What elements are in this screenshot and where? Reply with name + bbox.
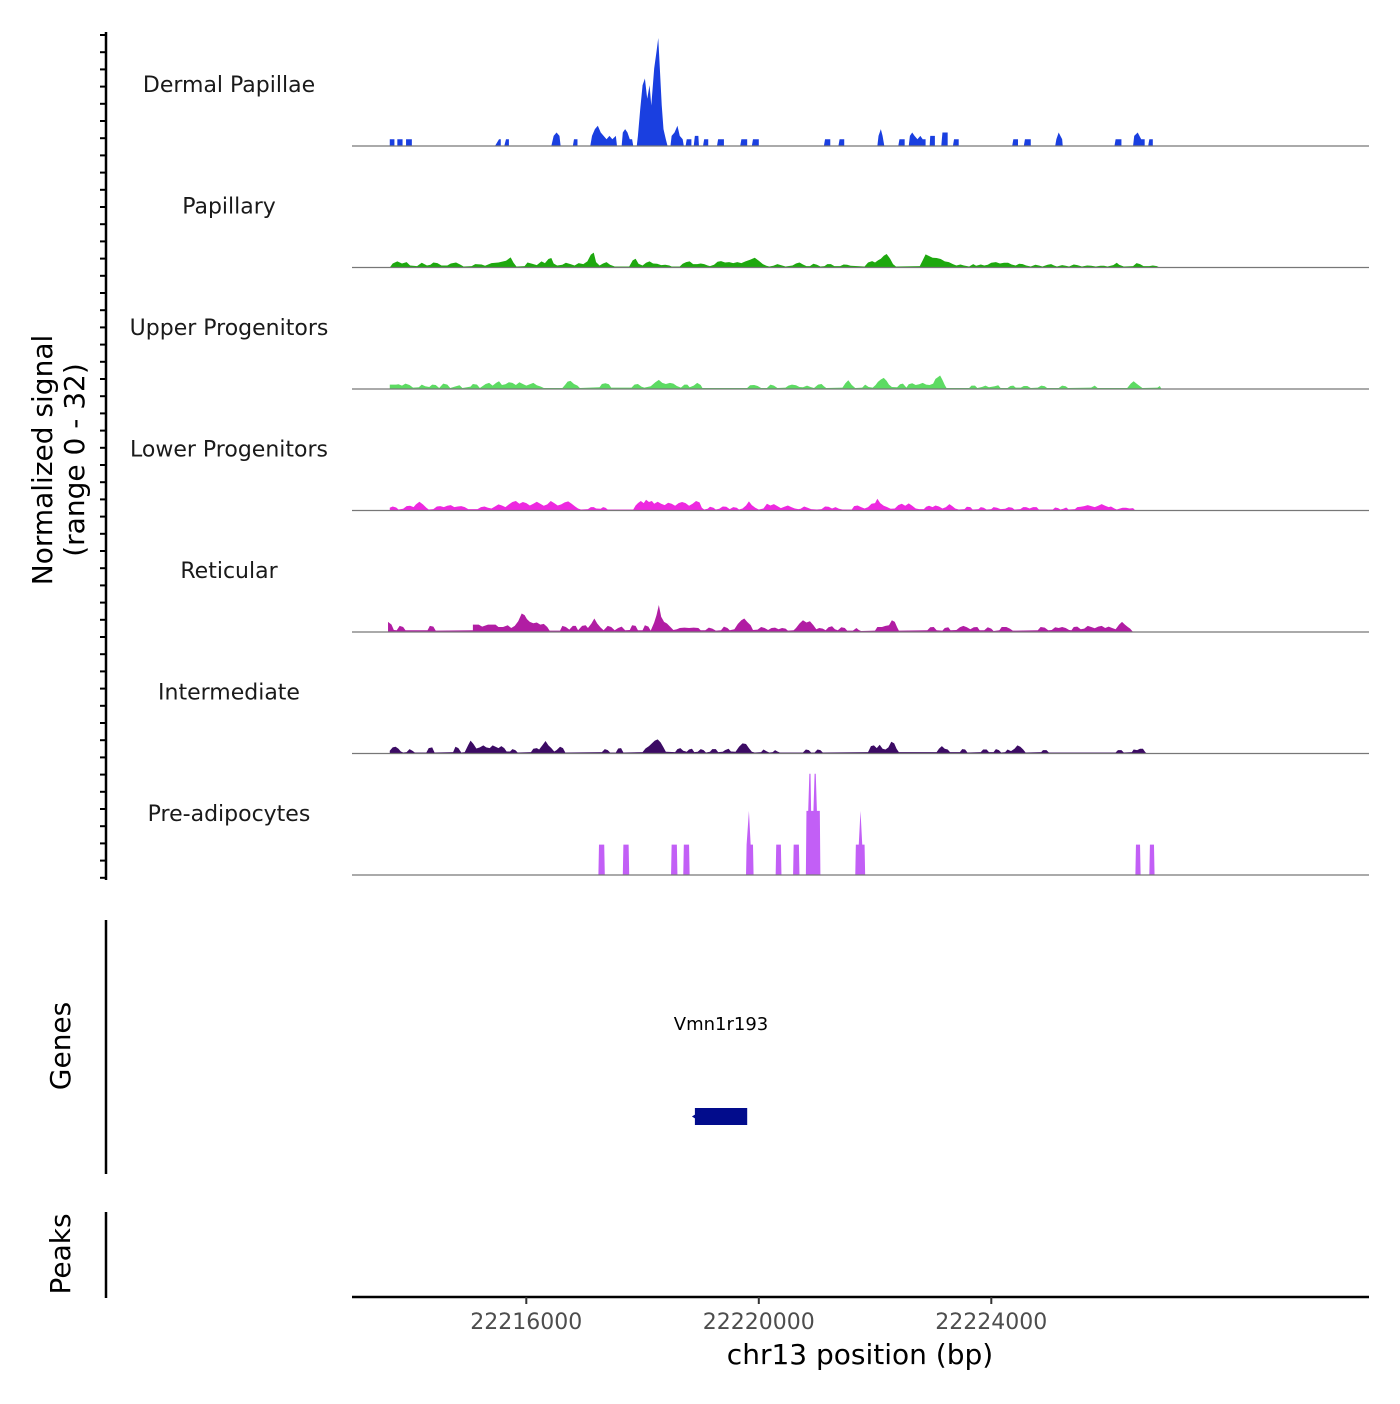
y-axis-title-line1: Normalized signal bbox=[26, 335, 59, 586]
signal-area bbox=[389, 252, 1160, 268]
signal-area bbox=[389, 375, 1162, 389]
track-label: Reticular bbox=[180, 559, 278, 584]
signal-area bbox=[389, 38, 1153, 146]
gene-strand-arrow bbox=[691, 1111, 701, 1122]
track-reticular: Reticular bbox=[180, 559, 1369, 633]
track-label: Dermal Papillae bbox=[143, 73, 315, 98]
x-axis-ticks: 22216000 22220000 22224000 bbox=[470, 1297, 1047, 1335]
genes-track: Vmn1r193 bbox=[674, 1014, 768, 1125]
track-dermal-papillae: Dermal Papillae bbox=[143, 38, 1369, 147]
y-axis-title-line2: (range 0 - 32) bbox=[58, 363, 91, 557]
x-tick-label: 22220000 bbox=[703, 1310, 815, 1335]
peaks-track-title: Peaks bbox=[44, 1213, 77, 1294]
coverage-tracks: Dermal Papillae Papillary Upper Progenitor… bbox=[130, 38, 1369, 876]
x-tick-label: 22224000 bbox=[935, 1310, 1047, 1335]
coverage-y-axis-ticks bbox=[100, 34, 106, 879]
x-tick-label: 22216000 bbox=[470, 1310, 582, 1335]
gene-label: Vmn1r193 bbox=[674, 1014, 768, 1035]
track-label: Lower Progenitors bbox=[130, 438, 328, 463]
signal-area bbox=[388, 605, 1134, 632]
track-lower-progenitors: Lower Progenitors bbox=[130, 438, 1369, 512]
track-label: Pre-adipocytes bbox=[148, 802, 311, 827]
signal-area bbox=[598, 773, 1155, 875]
track-label: Intermediate bbox=[158, 681, 300, 706]
signal-area bbox=[389, 739, 1147, 754]
gene-body bbox=[694, 1108, 748, 1125]
track-upper-progenitors: Upper Progenitors bbox=[130, 316, 1369, 390]
x-axis-title: chr13 position (bp) bbox=[727, 1338, 993, 1371]
genes-track-title: Genes bbox=[44, 1002, 77, 1090]
signal-area bbox=[389, 498, 1136, 511]
track-papillary: Papillary bbox=[182, 195, 1369, 269]
track-label: Papillary bbox=[182, 195, 276, 220]
track-intermediate: Intermediate bbox=[158, 681, 1369, 755]
track-pre-adipocytes: Pre-adipocytes bbox=[148, 773, 1369, 876]
track-label: Upper Progenitors bbox=[130, 316, 329, 341]
